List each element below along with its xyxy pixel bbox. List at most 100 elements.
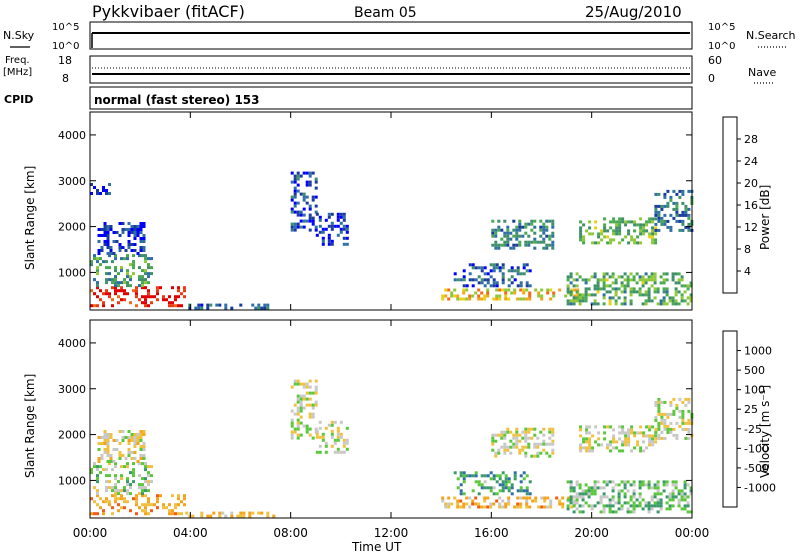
- power-cell-12: [653, 275, 657, 279]
- power-cell-8: [510, 266, 514, 270]
- velocity-cell-8: [518, 451, 522, 455]
- velocity-cell-7: [462, 474, 466, 478]
- power-cell-10: [642, 226, 646, 230]
- power-cell-0: [117, 289, 120, 293]
- power-cell-12: [671, 302, 675, 306]
- power-cell-1: [120, 257, 123, 261]
- power-cell-12: [689, 296, 693, 300]
- power-cell-7: [540, 297, 544, 301]
- velocity-cell-11: [608, 504, 612, 508]
- power-cell-12: [578, 293, 582, 297]
- velocity-cell-8: [530, 454, 534, 458]
- velocity-cell-0: [177, 494, 180, 498]
- power-cell-2: [97, 234, 101, 237]
- velocity-cbar-tick-label: 100: [744, 384, 765, 397]
- power-cell-5: [293, 228, 297, 232]
- power-cell-7: [495, 297, 499, 301]
- velocity-cell-9: [645, 434, 649, 438]
- velocity-cell-0: [141, 494, 144, 498]
- power-cell-12: [590, 293, 594, 297]
- freq-label-top: Freq.: [5, 55, 30, 66]
- velocity-cell-0: [135, 503, 138, 507]
- power-cell-12: [602, 302, 606, 306]
- power-cell-7: [447, 288, 451, 292]
- velocity-cell-1: [114, 492, 117, 496]
- nsky-tick-bottom: 10^0: [52, 41, 79, 52]
- power-cell-0: [111, 304, 114, 308]
- power-cell-12: [602, 287, 606, 291]
- power-cell-9: [521, 225, 525, 229]
- velocity-cell-8: [494, 433, 498, 437]
- power-cell-8: [462, 269, 466, 273]
- power-cell-12: [659, 299, 663, 303]
- power-cell-10: [654, 217, 658, 221]
- power-cell-10: [654, 226, 658, 230]
- nsky-panel: N.Sky 10^5 10^0 10^5 10^0 N.Search: [3, 21, 796, 52]
- power-cell-12: [620, 281, 624, 285]
- velocity-cell-0: [102, 512, 105, 516]
- power-cell-2: [106, 243, 110, 246]
- cpid-program: normal (fast stereo) 153: [94, 93, 260, 107]
- velocity-cell-11: [656, 501, 660, 505]
- power-cell-6: [327, 212, 331, 216]
- power-cell-9: [518, 228, 522, 232]
- power-cell-12: [653, 278, 657, 282]
- power-cell-7: [462, 291, 466, 295]
- power-cell-12: [662, 272, 666, 276]
- velocity-cell-2: [124, 457, 128, 460]
- velocity-cell-4: [293, 379, 297, 383]
- velocity-cell-11: [608, 498, 612, 502]
- power-cell-6: [321, 236, 325, 240]
- velocity-cell-5: [339, 450, 343, 454]
- power-cell-5: [299, 213, 303, 217]
- power-cell-9: [521, 234, 525, 238]
- power-cell-8: [468, 272, 472, 276]
- velocity-cell-4: [290, 433, 294, 437]
- power-cell-12: [566, 278, 570, 282]
- velocity-cell-11: [671, 483, 675, 487]
- velocity-cell-6: [561, 496, 565, 500]
- power-cell-8: [459, 278, 463, 282]
- velocity-cell-5: [318, 426, 322, 430]
- power-cell-12: [611, 287, 615, 291]
- velocity-cell-11: [653, 492, 657, 496]
- power-cell-2: [127, 228, 131, 231]
- velocity-cell-11: [569, 489, 573, 493]
- velocity-cell-8: [509, 451, 513, 455]
- power-cell-1: [102, 260, 105, 264]
- power-cell-0: [105, 289, 108, 293]
- velocity-cell-8: [551, 448, 555, 452]
- power-cell-1: [141, 275, 144, 279]
- power-cell-8: [468, 263, 472, 267]
- velocity-cell-11: [626, 489, 630, 493]
- power-cell-1: [138, 284, 141, 288]
- power-cell-8: [456, 278, 460, 282]
- velocity-cell-2: [109, 460, 113, 463]
- velocity-cell-11: [596, 480, 600, 484]
- power-cell-8: [501, 266, 505, 270]
- power-cell-2: [118, 243, 122, 246]
- velocity-cell-5: [336, 429, 340, 433]
- velocity-cell-7: [504, 480, 508, 484]
- velocity-cell-11: [650, 507, 654, 511]
- velocity-cell-5: [339, 435, 343, 439]
- velocity-cell-6: [528, 505, 532, 509]
- velocity-cell-5: [345, 438, 349, 442]
- velocity-cell-6: [456, 505, 460, 509]
- velocity-cell-2: [127, 430, 131, 433]
- velocity-cell-10: [660, 418, 664, 422]
- power-cell-12: [677, 272, 681, 276]
- velocity-cell-6: [459, 505, 463, 509]
- velocity-cell-9: [615, 440, 619, 444]
- velocity-cell-11: [644, 501, 648, 505]
- velocity-cell-7: [501, 489, 505, 493]
- power-cell-5: [308, 183, 312, 187]
- velocity-cell-8: [545, 442, 549, 446]
- velocity-cell-4: [308, 385, 312, 389]
- power-cell-10: [633, 229, 637, 233]
- velocity-cell-11: [587, 492, 591, 496]
- power-cell-10: [624, 235, 628, 239]
- power-cell-9: [530, 222, 534, 226]
- velocity-cell-10: [675, 436, 679, 440]
- velocity-cell-4: [308, 412, 312, 416]
